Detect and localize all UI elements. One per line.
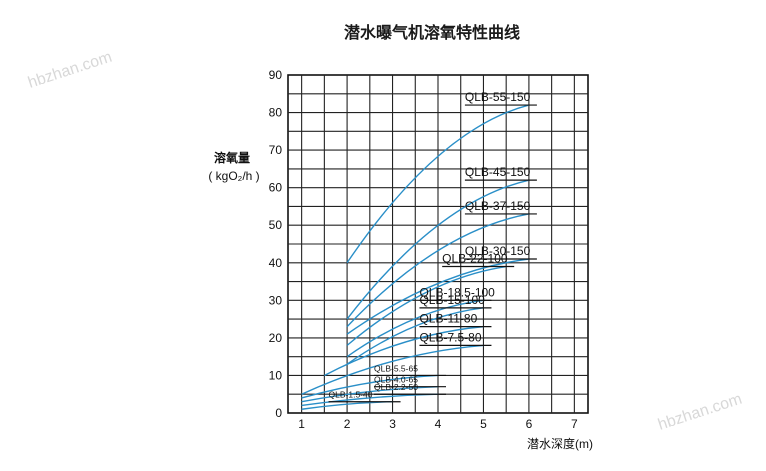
series-label: QLB-11-80 bbox=[419, 312, 477, 326]
series-label: QLB-55-150 bbox=[465, 90, 531, 104]
chart-ticks: 0 10 20 30 40 50 60 70 80 90 1 2 3 4 5 6 7 bbox=[269, 68, 578, 431]
series-label: QLB-18.5-100 bbox=[419, 285, 495, 299]
series-label: QLB-22-100 bbox=[442, 252, 508, 266]
y-tick-label: 90 bbox=[269, 68, 283, 82]
y-tick-label: 70 bbox=[269, 143, 283, 157]
x-tick-label: 4 bbox=[435, 417, 442, 431]
y-tick-label: 60 bbox=[269, 181, 283, 195]
series-label: QLB-30-150 bbox=[465, 244, 531, 258]
x-tick-label: 2 bbox=[344, 417, 351, 431]
series-line bbox=[346, 104, 530, 264]
y-tick-label: 40 bbox=[269, 256, 283, 270]
y-tick-label: 50 bbox=[269, 218, 283, 232]
chart-title: 潜水曝气机溶氧特性曲线 bbox=[344, 23, 520, 42]
x-tick-label: 6 bbox=[526, 417, 533, 431]
y-tick-label: 0 bbox=[275, 406, 282, 420]
series-line bbox=[346, 258, 529, 335]
series-line bbox=[301, 344, 484, 395]
series-line bbox=[346, 179, 530, 320]
x-axis-label: 潜水深度(m) bbox=[527, 436, 593, 451]
y-tick-label: 30 bbox=[269, 293, 283, 307]
chart-grid bbox=[287, 74, 589, 414]
series-label: QLB-45-150 bbox=[465, 165, 531, 179]
chart-series-labels: QLB-55-150 QLB-45-150 QLB-37-150 QLB-30-150… bbox=[328, 90, 537, 403]
series-line bbox=[301, 386, 439, 403]
x-tick-label: 1 bbox=[298, 417, 305, 431]
y-axis-label: 溶氧量 bbox=[214, 150, 250, 165]
watermark-right: hbzhan.com bbox=[656, 391, 744, 434]
series-label: QLB-5.5-65 bbox=[374, 363, 418, 373]
watermark-left: hbzhan.com bbox=[26, 49, 114, 92]
y-tick-label: 10 bbox=[269, 368, 283, 382]
series-line bbox=[301, 374, 439, 399]
series-label: QLB-2.2-50 bbox=[374, 382, 418, 392]
x-tick-label: 7 bbox=[571, 417, 578, 431]
series-label: QLB-4.0-65 bbox=[374, 375, 418, 385]
series-line bbox=[346, 307, 484, 365]
y-tick-label: 80 bbox=[269, 106, 283, 120]
series-line bbox=[346, 213, 530, 328]
series-label: QLB-7.5-80 bbox=[419, 330, 481, 344]
x-tick-label: 5 bbox=[480, 417, 487, 431]
series-line bbox=[346, 265, 507, 346]
series-label: QLB-1.5-40 bbox=[329, 390, 373, 400]
series-label: QLB-37-150 bbox=[465, 199, 531, 213]
chart-series-lines bbox=[301, 104, 530, 410]
y-axis-unit: ( kgO₂/h ) bbox=[208, 169, 259, 183]
y-tick-label: 20 bbox=[269, 331, 283, 345]
series-label: QLB-15-100 bbox=[419, 293, 485, 307]
x-tick-label: 3 bbox=[389, 417, 396, 431]
series-line bbox=[324, 325, 484, 377]
series-line bbox=[346, 299, 484, 358]
